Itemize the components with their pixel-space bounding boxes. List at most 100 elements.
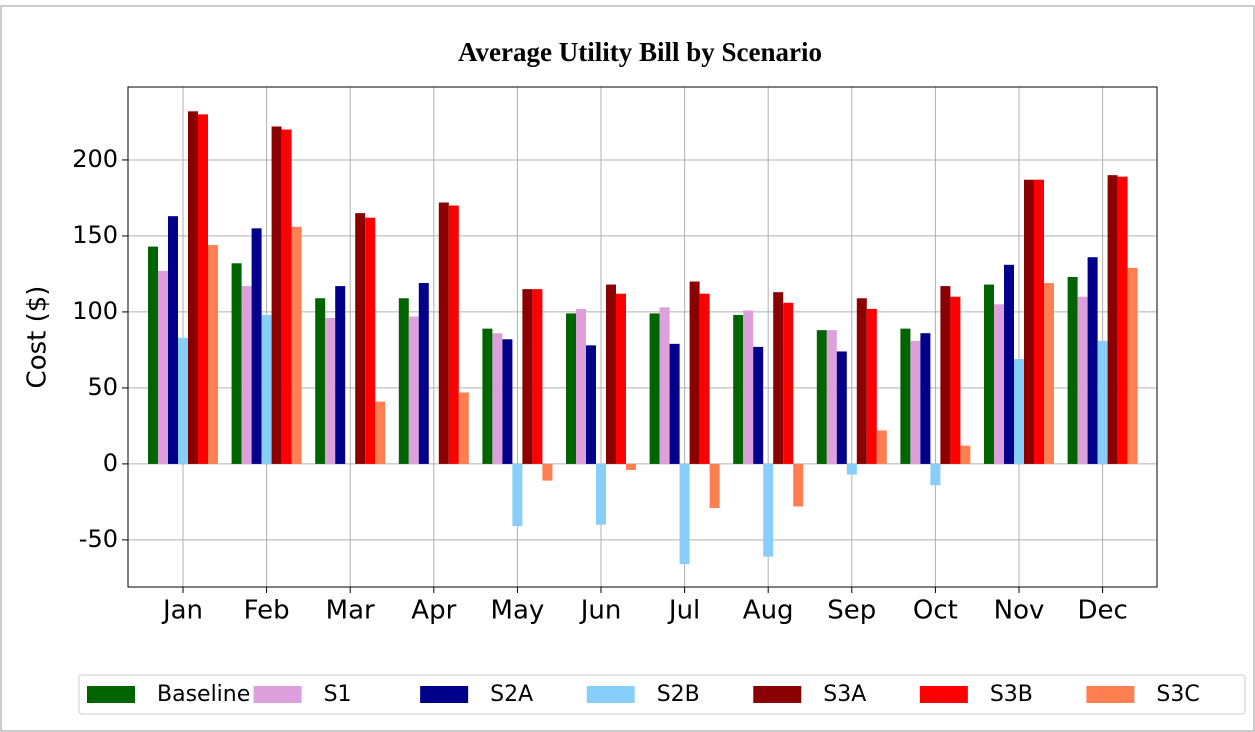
bar	[281, 129, 292, 464]
legend-swatch	[753, 686, 802, 703]
bar	[438, 202, 449, 464]
y-tick-label: 0	[103, 449, 118, 477]
bar	[846, 463, 857, 475]
legend-swatch	[919, 686, 968, 703]
y-tick-label: -50	[79, 525, 118, 553]
bar	[365, 217, 376, 464]
bar	[408, 316, 419, 464]
bar	[375, 401, 386, 464]
bar	[1067, 276, 1078, 464]
legend: Baseline S1 S2A S2B S3A S3B S3C	[78, 674, 1246, 715]
bar	[1107, 175, 1118, 464]
x-tick-label: Jun	[579, 596, 622, 626]
bar	[856, 298, 867, 464]
plot-border	[127, 86, 1158, 588]
legend-label: S1	[324, 682, 352, 707]
legend-label: Baseline	[157, 682, 250, 707]
x-tick-label: Dec	[1077, 596, 1127, 626]
bar	[168, 216, 178, 464]
bar	[355, 213, 366, 464]
bar	[188, 111, 198, 464]
legend-label: S3A	[823, 682, 866, 707]
bar	[616, 293, 626, 464]
y-tick-label: 100	[72, 297, 118, 325]
bar	[542, 463, 553, 481]
bar	[1004, 264, 1014, 464]
bar	[689, 281, 700, 464]
bar	[826, 330, 837, 464]
bar	[198, 114, 208, 464]
chart-title: Average Utility Bill by Scenario	[458, 37, 822, 67]
legend-label: S2B	[657, 682, 700, 707]
bar	[1087, 257, 1098, 464]
bar	[1117, 176, 1128, 464]
bar	[418, 283, 429, 464]
x-tick-label: Jan	[161, 596, 203, 626]
bar	[1077, 296, 1088, 464]
x-tick-label: Feb	[244, 596, 290, 626]
y-tick-label: 50	[87, 373, 118, 401]
x-tick-label: Oct	[913, 596, 958, 626]
y-tick-label: 150	[72, 221, 118, 249]
x-tick-label: Nov	[994, 596, 1045, 626]
bar	[271, 126, 282, 464]
bar	[606, 284, 616, 464]
bar	[709, 463, 720, 508]
bar	[586, 345, 596, 464]
bar	[910, 340, 921, 464]
y-axis-label: Cost ($)	[23, 286, 53, 389]
y-tick-label: 200	[72, 145, 118, 173]
bar	[1014, 359, 1024, 464]
bar	[576, 308, 586, 464]
legend-label: S2A	[490, 682, 533, 707]
bar	[626, 463, 636, 470]
bar	[291, 226, 302, 464]
x-tick-label: Aug	[743, 596, 794, 626]
bar	[876, 430, 887, 464]
legend-swatch	[586, 686, 635, 703]
x-tick-label: Jul	[667, 596, 700, 626]
bar	[763, 463, 774, 557]
bar	[596, 463, 606, 525]
bar	[315, 298, 326, 464]
bar	[178, 337, 188, 464]
bar	[502, 339, 513, 464]
bar	[900, 328, 911, 464]
bar	[669, 343, 680, 464]
bar	[1034, 179, 1044, 464]
bar	[930, 463, 941, 486]
bar	[753, 346, 764, 464]
bar	[1127, 267, 1138, 464]
bar	[920, 333, 931, 464]
bar	[960, 445, 971, 464]
bar	[492, 333, 503, 464]
bar	[335, 286, 346, 464]
bar	[231, 263, 242, 464]
x-tick-label: Mar	[326, 596, 375, 626]
bar	[522, 289, 533, 464]
bar	[566, 313, 576, 464]
bar	[148, 246, 158, 464]
bar	[251, 228, 262, 464]
bar	[940, 286, 951, 464]
legend-swatch	[1086, 686, 1135, 703]
bar	[532, 289, 543, 464]
frame	[0, 5, 1255, 732]
bar	[398, 298, 409, 464]
legend-swatch	[253, 686, 302, 703]
bar	[950, 296, 961, 464]
bar	[984, 284, 994, 464]
bar	[208, 245, 218, 464]
bar	[743, 310, 754, 464]
bar	[325, 318, 336, 464]
legend-swatch	[87, 686, 135, 703]
bar	[994, 304, 1004, 464]
legend-swatch	[420, 686, 469, 703]
bar	[458, 392, 469, 464]
bar	[659, 307, 670, 464]
x-tick-label: Apr	[411, 596, 456, 626]
bar	[512, 463, 523, 527]
bar	[699, 293, 710, 464]
legend-label: S3C	[1156, 682, 1199, 707]
